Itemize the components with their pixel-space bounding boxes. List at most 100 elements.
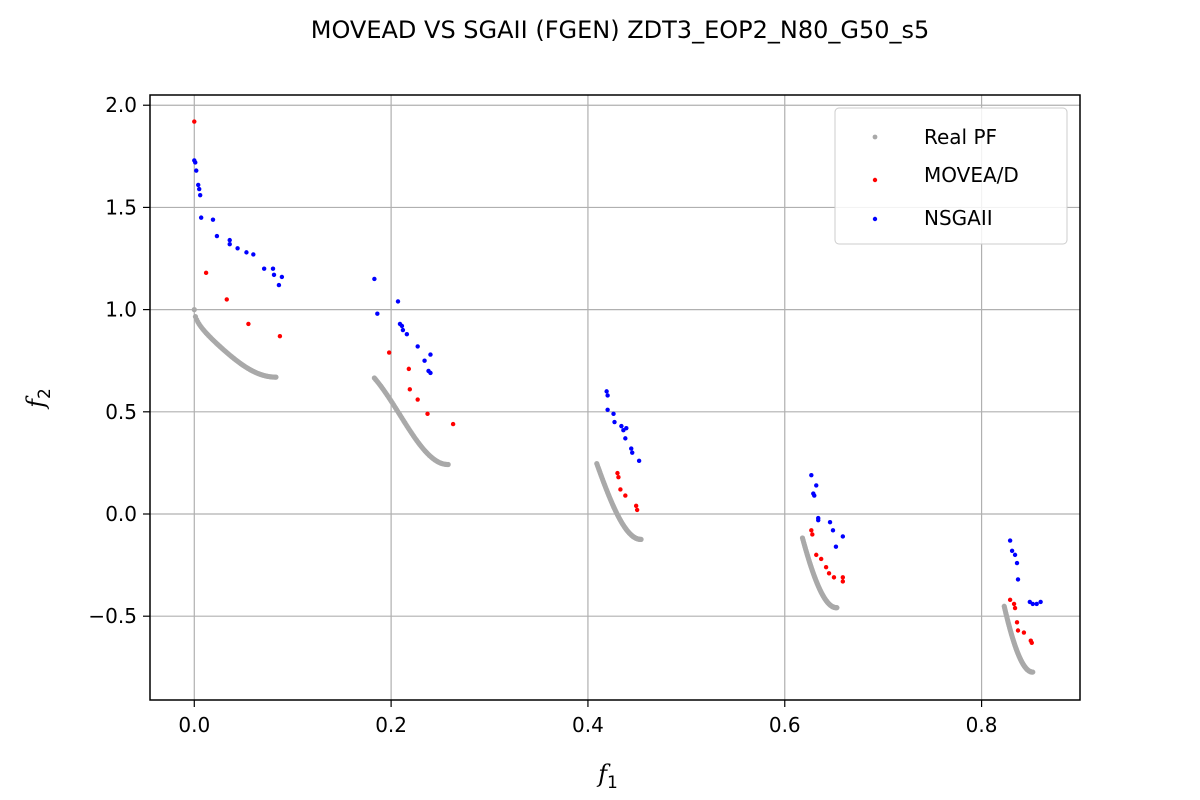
movead-point [450, 421, 456, 427]
nsgaii-point [827, 519, 833, 525]
nsgaii-point [605, 393, 610, 398]
real-pf-point [1030, 669, 1036, 675]
nsgaii-point [814, 483, 819, 488]
nsgaii-point [611, 411, 616, 417]
movead-point [246, 321, 251, 327]
legend-label-real-pf: Real PF [924, 125, 997, 149]
nsgaii-point [276, 282, 282, 288]
movead-point [1029, 640, 1034, 645]
movead-point [203, 270, 209, 276]
y-tick-label: 0.5 [105, 400, 137, 424]
real-pf-point [638, 536, 644, 542]
nsgaii-point [197, 186, 202, 192]
nsgaii-point [1007, 538, 1013, 543]
nsgaii-point [375, 311, 380, 316]
legend: Real PF MOVEA/D NSGAII [834, 107, 1068, 245]
real-pf-point [191, 307, 197, 313]
x-tick-label: 0.8 [966, 713, 998, 737]
legend-marker-real-pf [872, 134, 878, 140]
movead-point [1015, 628, 1021, 633]
movead-point [814, 552, 819, 558]
movead-point [277, 333, 283, 339]
real-pf-point [445, 461, 451, 468]
movead-point [1014, 620, 1020, 625]
nsgaii-point [372, 276, 377, 282]
movead-point [826, 571, 832, 576]
movead-point [406, 366, 412, 372]
nsgaii-point [251, 252, 256, 257]
movead-point [616, 475, 621, 480]
movead-point [615, 470, 620, 476]
movead-point [809, 528, 814, 533]
nsgaii-point [227, 237, 232, 243]
y-tick-label: 0.0 [105, 502, 137, 526]
movead-point [386, 350, 392, 355]
nsgaii-point [830, 528, 836, 533]
nsgaii-point [1030, 601, 1035, 607]
nsgaii-point [833, 544, 839, 549]
nsgaii-point [210, 217, 216, 222]
nsgaii-point [623, 436, 628, 441]
nsgaii-point [428, 370, 433, 376]
real-pf-point [834, 605, 840, 611]
y-tick-label: 2.0 [105, 93, 137, 117]
nsgaii-point [809, 472, 814, 478]
x-tick-label: 0.0 [178, 713, 210, 737]
y-tick-label: 1.5 [105, 195, 137, 219]
nsgaii-point [193, 160, 198, 165]
nsgaii-point [261, 266, 267, 271]
nsgaii-point [630, 450, 635, 455]
legend-box [834, 107, 1068, 245]
movead-points [192, 119, 1034, 645]
legend-label-movead: MOVEA/D [924, 163, 1019, 187]
nsgaii-point [812, 493, 817, 498]
movead-point [634, 507, 640, 513]
movead-point [192, 119, 197, 124]
legend-label-nsgaii: NSGAII [924, 206, 993, 230]
x-tick-label: 0.2 [375, 713, 407, 737]
y-tick-label: 1.0 [105, 298, 137, 322]
legend-marker-nsgaii [872, 216, 878, 222]
movead-point [425, 411, 430, 417]
nsgaii-point [629, 446, 634, 451]
real-pf-point [273, 374, 279, 380]
chart-title: MOVEAD VS SGAII (FGEN) ZDT3_EOP2_N80_G50… [311, 16, 930, 44]
nsgaii-point [1034, 601, 1039, 607]
nsgaii-point [197, 192, 203, 198]
nsgaii-point [619, 423, 624, 429]
real-pf-points [191, 307, 1036, 675]
nsgaii-point [415, 344, 420, 349]
nsgaii-point [1012, 552, 1018, 558]
nsgaii-point [395, 299, 401, 304]
movead-point [818, 556, 824, 562]
nsgaii-point [422, 358, 427, 363]
movead-point [840, 575, 846, 580]
nsgaii-point [605, 407, 610, 412]
movead-point [618, 487, 623, 492]
nsgaii-point [400, 327, 406, 333]
nsgaii-point [279, 274, 285, 280]
nsgaii-point [612, 419, 617, 425]
movead-point [1012, 605, 1018, 611]
axis-ticks: 0.0 0.2 0.4 0.6 0.8 −0.5 0.0 0.5 1.0 1.5 2.0 [88, 93, 997, 737]
movead-point [633, 503, 639, 509]
movead-point [823, 564, 829, 570]
nsgaii-point [244, 250, 249, 255]
nsgaii-points [192, 158, 1043, 607]
nsgaii-point [404, 331, 410, 337]
legend-marker-movead [872, 177, 878, 183]
nsgaii-point [428, 352, 433, 357]
movead-point [810, 532, 815, 537]
nsgaii-point [214, 233, 220, 239]
nsgaii-point [624, 425, 629, 431]
nsgaii-point [399, 323, 405, 329]
nsgaii-point [270, 266, 276, 271]
y-tick-label: −0.5 [88, 604, 137, 628]
movead-point [623, 493, 628, 498]
nsgaii-point [1009, 548, 1015, 553]
movead-point [840, 579, 846, 584]
nsgaii-point [604, 389, 609, 394]
nsgaii-point [1038, 599, 1043, 605]
movead-point [1021, 630, 1027, 635]
